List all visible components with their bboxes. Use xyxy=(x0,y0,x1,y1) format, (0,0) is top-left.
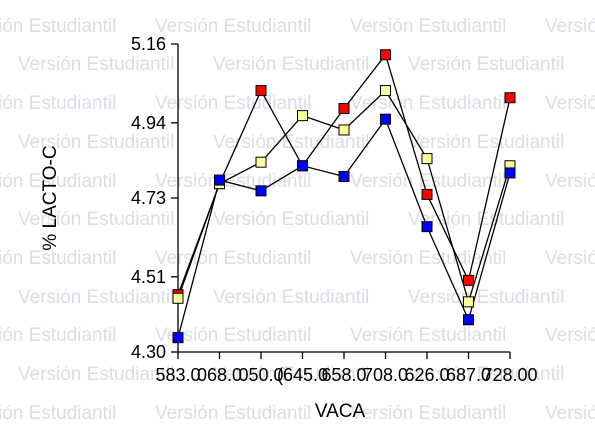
series-2-point xyxy=(297,110,308,122)
watermark-text: Versión Estudiantil xyxy=(408,54,564,75)
watermark-text: Versión Estudiantil xyxy=(18,287,174,308)
series-3-point xyxy=(421,221,433,233)
watermark-text: Versión Estudiantil xyxy=(545,171,595,192)
series-2-point xyxy=(338,124,350,136)
watermark-text: Versión Estudiantil xyxy=(155,16,311,37)
series-3-point xyxy=(463,314,474,326)
watermark-text: Versión Estudiantil xyxy=(545,248,595,269)
watermark-text: Versión Estudiantil xyxy=(213,132,369,153)
watermark-text: Versión Estudiantil xyxy=(0,93,116,114)
x-tick-label: 658.0 xyxy=(321,365,366,385)
series-2-point xyxy=(421,153,433,165)
series-3-point xyxy=(172,332,184,344)
x-tick-label: 068.0 xyxy=(197,365,242,385)
watermark-text: Versión Estudiantil xyxy=(155,93,311,114)
watermark-text: Versión Estudiantil xyxy=(155,325,311,346)
x-axis-title: VACA xyxy=(315,401,366,422)
watermark-text: Versión Estudiantil xyxy=(213,209,369,230)
y-tick-label: 4.94 xyxy=(131,113,166,133)
x-tick-label: 708.0 xyxy=(363,365,408,385)
series-1-point xyxy=(463,274,474,286)
series-1-point xyxy=(421,188,433,200)
axes: 4.30 4.51 4.73 4.94 5.16 583.0068.0050.0(645.… xyxy=(131,34,538,385)
x-tick-label: 583.0 xyxy=(155,365,200,385)
y-axis-title: % LACTO-C xyxy=(40,145,61,250)
watermark-text: Versión Estudiantil xyxy=(155,403,311,424)
watermark-text: Versión Estudiantil xyxy=(18,132,174,153)
series-3-point xyxy=(504,167,516,179)
watermark-text: Versión Estudiantil xyxy=(18,54,174,75)
watermark-text: Versión Estudiantil xyxy=(213,364,369,385)
x-tick-label: (645.0 xyxy=(277,365,328,385)
y-tick-label: 4.51 xyxy=(131,267,166,287)
series-layer xyxy=(172,49,516,344)
series-2-point xyxy=(255,156,267,168)
watermark-text: Versión Estudiantil xyxy=(0,16,116,37)
watermark-text: Versión Estudiantil xyxy=(350,93,506,114)
series-line-2 xyxy=(177,89,511,305)
series-1-point xyxy=(380,49,391,61)
watermark-text: Versión Estudiantil xyxy=(155,171,311,192)
watermark-text: Versión Estudiantil xyxy=(408,287,564,308)
watermark-text: Versión Estudiantil xyxy=(350,248,506,269)
series-3-point xyxy=(338,171,350,183)
series-2-point xyxy=(380,85,391,97)
series-2-point xyxy=(463,296,474,308)
series-1-point xyxy=(255,85,267,97)
labels-layer: VACA % LACTO-C xyxy=(40,145,365,422)
watermark-text: Versión Estudiantil xyxy=(0,171,116,192)
watermark-text: Versión Estudiantil xyxy=(213,287,369,308)
watermark-text: Versión Estudiantil xyxy=(545,93,595,114)
y-tick-label: 5.16 xyxy=(131,34,166,54)
watermark-text: Versión Estudiantil xyxy=(0,325,116,346)
watermark-text: Versión Estudiantil xyxy=(408,209,564,230)
series-1-point xyxy=(504,92,516,104)
watermark-text: Versión Estudiantil xyxy=(350,403,506,424)
watermark-text: Versión Estudiantil xyxy=(545,403,595,424)
x-tick-label: 050.0 xyxy=(238,365,283,385)
watermark-text: Versión Estudiantil xyxy=(350,325,506,346)
watermark-text: Versión Estudiantil xyxy=(545,16,595,37)
watermark-layer: Versión Estudiantil Versión Estudiantil Ve… xyxy=(0,16,595,424)
watermark-text: Versión Estudiantil xyxy=(18,209,174,230)
watermark-text: Versión Estudiantil xyxy=(408,364,564,385)
y-tick-label: 4.30 xyxy=(131,342,166,362)
watermark-text: Versión Estudiantil xyxy=(0,248,116,269)
series-1-point xyxy=(338,102,350,114)
watermark-text: Versión Estudiantil xyxy=(213,54,369,75)
watermark-text: Versión Estudiantil xyxy=(545,325,595,346)
y-tick-label: 4.73 xyxy=(131,188,166,208)
watermark-text: Versión Estudiantil xyxy=(350,171,506,192)
series-3-point xyxy=(297,160,308,172)
x-tick-label: 687.0 xyxy=(446,365,491,385)
series-3-point xyxy=(380,113,391,125)
series-3-point xyxy=(214,174,225,186)
x-tick-label: 728.00 xyxy=(482,365,537,385)
x-tick-label: 626.0 xyxy=(404,365,449,385)
watermark-text: Versión Estudiantil xyxy=(18,364,174,385)
watermark-text: Versión Estudiantil xyxy=(0,403,116,424)
watermark-text: Versión Estudiantil xyxy=(350,16,506,37)
series-2-point xyxy=(172,292,184,304)
series-3-point xyxy=(255,185,267,197)
watermark-text: Versión Estudiantil xyxy=(408,132,564,153)
